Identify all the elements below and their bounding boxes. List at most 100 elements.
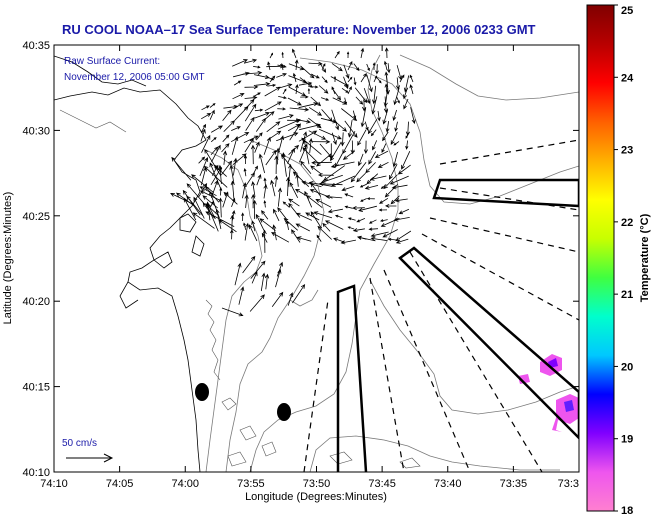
current-vector — [264, 101, 282, 112]
current-vector — [367, 119, 378, 135]
current-vector — [384, 47, 389, 59]
current-vector — [292, 171, 310, 187]
current-vector — [401, 151, 411, 170]
current-vector — [308, 107, 323, 116]
current-vector — [320, 97, 330, 101]
current-vector — [201, 113, 212, 120]
radar-coverage-rays — [303, 139, 579, 472]
current-vector — [256, 174, 262, 186]
current-vector — [282, 88, 287, 95]
current-vector — [243, 222, 247, 230]
colorbar-ticks: 25 24 23 22 21 20 19 18 — [614, 4, 634, 517]
current-vector — [278, 114, 294, 120]
y-tick-label: 40:20 — [22, 296, 50, 308]
current-vector — [372, 140, 378, 151]
current-vector — [368, 151, 377, 165]
current-vector — [280, 62, 284, 71]
current-vector — [276, 73, 287, 78]
current-vector — [357, 129, 367, 146]
current-vector — [343, 76, 349, 90]
current-vector — [201, 105, 210, 111]
current-vector — [386, 63, 391, 74]
current-vector — [243, 154, 248, 165]
current-vector — [277, 207, 288, 221]
current-vector — [310, 211, 322, 229]
current-vector — [289, 107, 310, 112]
current-vector — [218, 219, 237, 233]
current-vector — [222, 150, 228, 165]
current-vector — [262, 229, 267, 253]
y-tick-label: 40:25 — [22, 211, 50, 223]
colorbar-tick-label: 25 — [621, 5, 633, 17]
current-vector — [376, 77, 382, 84]
current-vector — [331, 86, 336, 95]
current-vector — [377, 161, 389, 168]
current-vector — [192, 212, 215, 229]
current-vector — [397, 164, 411, 175]
current-vector — [405, 132, 410, 139]
current-vector — [393, 87, 400, 106]
current-vector — [251, 180, 256, 197]
current-vector — [270, 179, 276, 197]
current-vector — [199, 186, 217, 197]
current-vector — [318, 181, 343, 187]
current-vector — [204, 185, 220, 203]
current-vector — [394, 121, 398, 132]
current-vector — [263, 136, 271, 155]
current-vector — [252, 165, 258, 175]
current-vector — [291, 229, 301, 243]
x-tick-label: 73:3 — [558, 478, 579, 490]
current-vector — [333, 75, 337, 82]
current-vector — [360, 72, 367, 83]
current-vector — [392, 109, 397, 121]
current-vector — [232, 93, 245, 100]
current-vector — [398, 208, 410, 215]
current-vector — [342, 150, 355, 160]
current-vector — [229, 164, 235, 185]
current-vector — [243, 58, 258, 64]
current-vector — [251, 220, 256, 232]
current-vector — [282, 201, 290, 208]
current-vector — [395, 238, 409, 244]
current-vector — [260, 272, 266, 292]
current-vector — [355, 96, 364, 105]
current-vector — [222, 134, 230, 143]
current-vector — [213, 164, 227, 177]
current-vector — [310, 73, 320, 79]
current-vector — [298, 81, 313, 86]
current-vector — [353, 63, 360, 72]
current-vector — [405, 140, 409, 150]
current-vector — [393, 141, 400, 146]
current-vector — [299, 123, 321, 131]
figure-title: RU COOL NOAA–17 Sea Surface Temperature:… — [62, 22, 536, 37]
colorbar-tick-label: 18 — [621, 505, 633, 517]
current-vector — [331, 132, 337, 146]
current-vector — [211, 144, 221, 163]
current-vector — [233, 157, 238, 176]
current-vector — [254, 141, 260, 153]
colorbar-label: Temperature (°C) — [639, 213, 651, 302]
current-vector — [347, 217, 356, 221]
current-vector — [370, 236, 388, 241]
current-vector — [352, 205, 365, 211]
current-vector — [377, 110, 381, 122]
current-vector — [385, 121, 390, 133]
current-vector — [333, 119, 347, 132]
current-vector — [199, 190, 220, 201]
current-vector — [354, 87, 368, 104]
current-vector — [264, 111, 275, 120]
y-tick-label: 40:35 — [22, 40, 50, 52]
current-vector — [307, 88, 311, 95]
x-axis-label: Longitude (Degrees:Minutes) — [245, 491, 387, 503]
current-vector — [409, 84, 414, 95]
y-tick-label: 40:10 — [22, 467, 50, 479]
current-vector — [231, 126, 241, 131]
current-vector — [331, 63, 343, 72]
current-vector — [287, 292, 294, 306]
current-vector — [209, 109, 215, 120]
current-vector — [322, 222, 331, 232]
current-vector — [378, 208, 388, 212]
current-vector — [363, 140, 368, 155]
current-vector — [317, 225, 332, 240]
current-vector — [383, 174, 398, 190]
